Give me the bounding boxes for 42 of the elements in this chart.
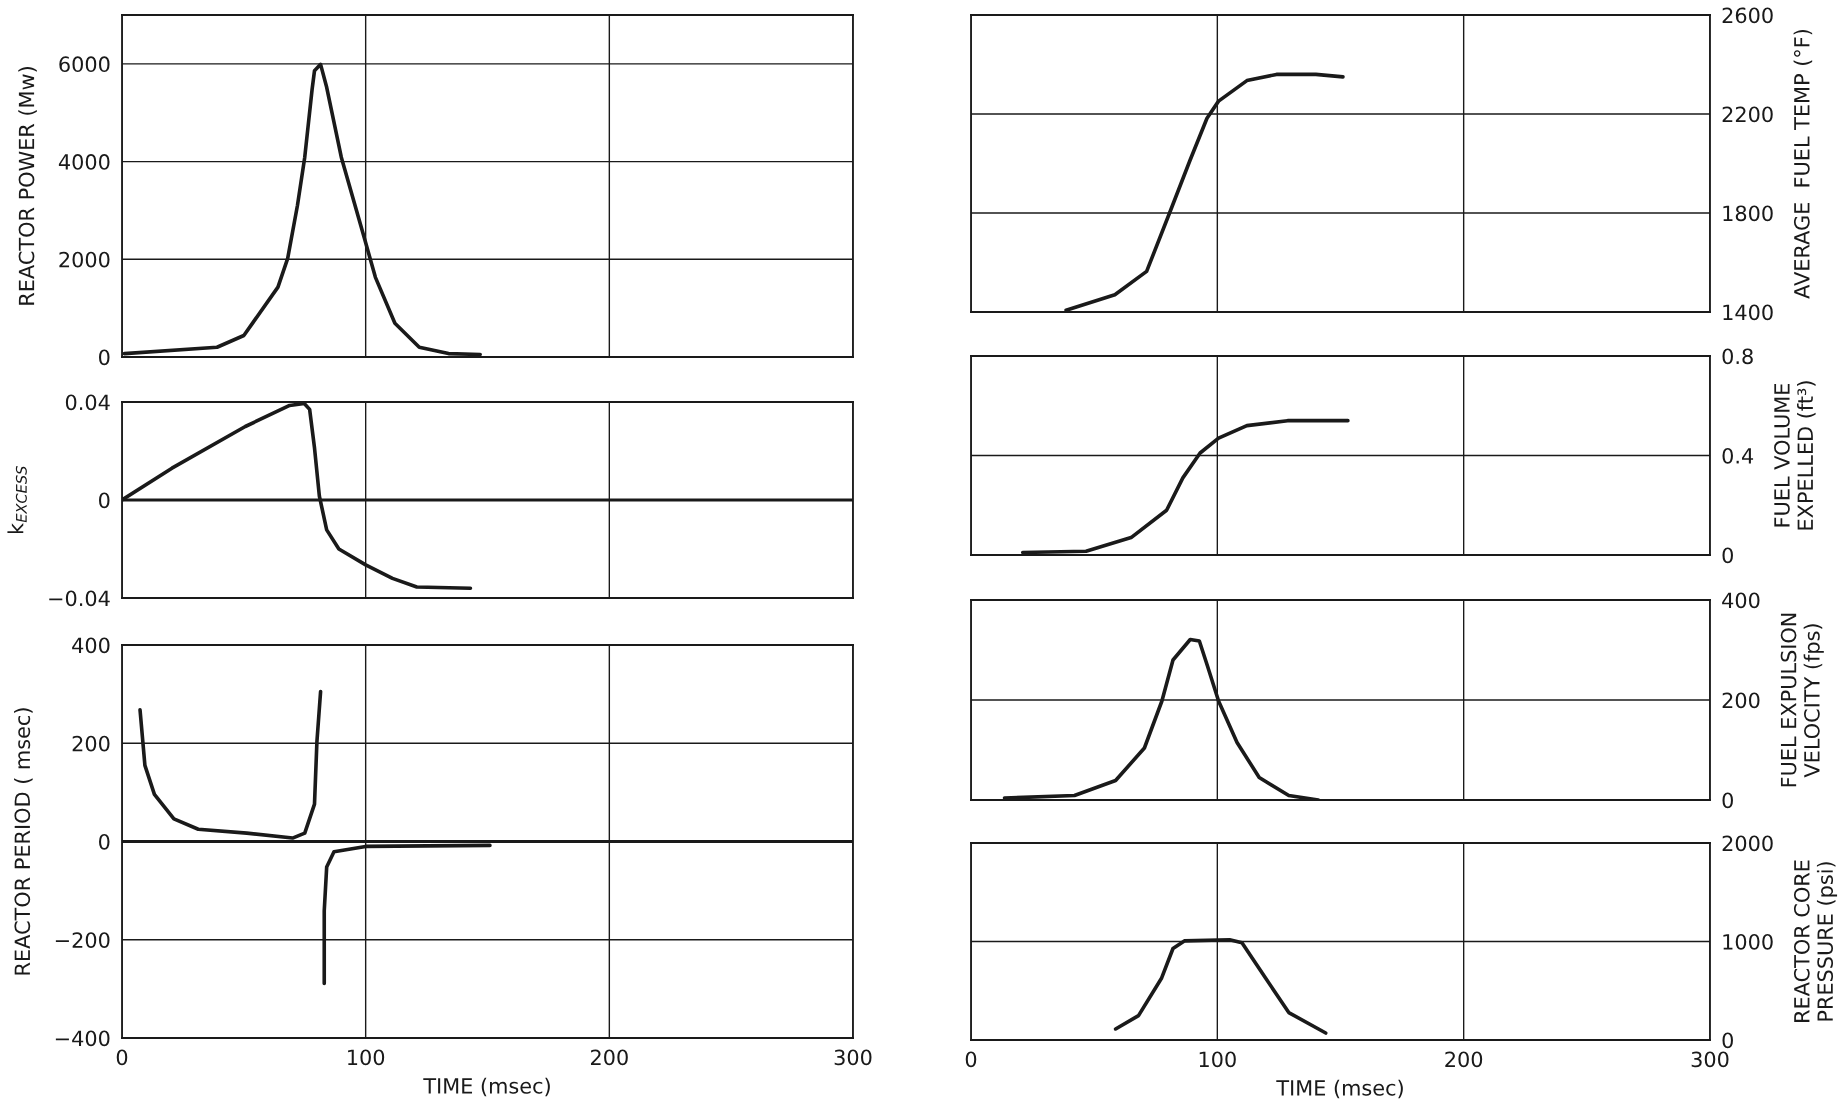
y-tick-label: 0 bbox=[99, 833, 110, 850]
y-axis-title: FUEL VOLUME EXPELLED (ft³) bbox=[1774, 381, 1816, 530]
x-axis-title: TIME (msec) bbox=[423, 1077, 550, 1097]
y-tick-label: 200 bbox=[72, 735, 110, 752]
y-tick-label: −200 bbox=[55, 932, 110, 948]
y-tick-label: 0.04 bbox=[65, 394, 110, 411]
y-tick-label: 400 bbox=[1722, 592, 1760, 609]
y-axis-title: REACTOR CORE PRESSURE (psi) bbox=[1793, 860, 1838, 1022]
y-tick-label: 0 bbox=[99, 492, 110, 509]
y-tick-label: 1000 bbox=[1723, 933, 1773, 950]
x-tick-label: 0 bbox=[965, 1051, 977, 1068]
x-axis-title: TIME (msec) bbox=[1276, 1079, 1403, 1099]
x-tick-label: 200 bbox=[1445, 1051, 1483, 1068]
y-tick-label: 0 bbox=[99, 349, 110, 366]
y-tick-label: 1800 bbox=[1723, 205, 1773, 222]
y-tick-label: 0.8 bbox=[1722, 348, 1753, 365]
y-tick-label: 2000 bbox=[59, 251, 110, 268]
x-tick-label: 100 bbox=[1199, 1051, 1236, 1068]
y-tick-label: 0 bbox=[1722, 1032, 1733, 1049]
y-tick-label: 2200 bbox=[1722, 106, 1773, 123]
x-tick-label: 300 bbox=[1691, 1051, 1729, 1068]
y-tick-label: 400 bbox=[72, 637, 110, 654]
x-tick-label: 0 bbox=[116, 1049, 128, 1066]
y-axis-title: FUEL EXPULSION VELOCITY (fps) bbox=[1780, 613, 1824, 787]
y-tick-label: 2600 bbox=[1722, 7, 1773, 24]
y-tick-label: 0 bbox=[1722, 547, 1733, 564]
y-axis-title: REACTOR POWER (Mw) bbox=[18, 67, 37, 305]
y-tick-label: 1400 bbox=[1723, 304, 1773, 321]
x-tick-label: 300 bbox=[834, 1049, 872, 1066]
y-tick-label: 0 bbox=[1722, 792, 1733, 809]
x-tick-label: 200 bbox=[590, 1049, 628, 1066]
y-tick-label: 0.4 bbox=[1722, 447, 1754, 464]
y-tick-label: 4000 bbox=[58, 154, 110, 170]
y-axis-title: k$_{EXCESS}$ bbox=[7, 466, 27, 534]
y-tick-label: 200 bbox=[1722, 692, 1760, 709]
y-axis-title: AVERAGE FUEL TEMP (°F) bbox=[1793, 29, 1813, 299]
y-tick-label: 2000 bbox=[1722, 835, 1773, 852]
x-tick-label: 100 bbox=[348, 1049, 385, 1066]
y-axis-title: REACTOR PERIOD ( msec) bbox=[14, 708, 33, 975]
y-tick-label: 6000 bbox=[59, 56, 110, 73]
y-tick-label: −0.04 bbox=[49, 590, 110, 607]
y-tick-label: −400 bbox=[55, 1030, 110, 1047]
